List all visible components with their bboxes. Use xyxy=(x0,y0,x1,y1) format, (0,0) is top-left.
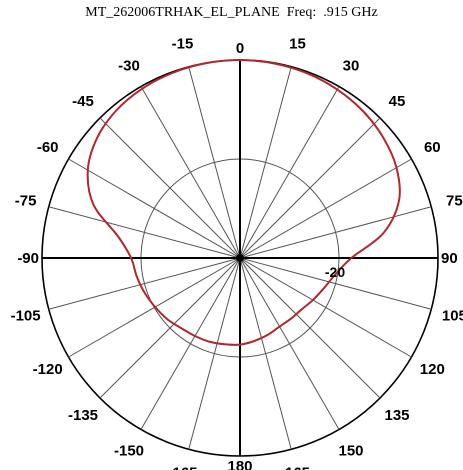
ring-labels: -20 xyxy=(325,264,345,280)
ring-label: -20 xyxy=(325,264,345,280)
grid-spoke xyxy=(239,117,381,259)
angle-label: -30 xyxy=(118,58,140,75)
grid-spoke xyxy=(239,257,432,310)
grid-spoke xyxy=(239,257,412,358)
angle-label: 90 xyxy=(441,250,458,267)
pattern-trace-group xyxy=(86,58,401,346)
angle-label: -45 xyxy=(72,93,94,110)
grid-spoke xyxy=(68,158,241,259)
grid-spoke xyxy=(99,257,241,399)
chart-title: MT_262006TRHAK_EL_PLANE Freq: .915 GHz xyxy=(85,5,378,20)
grid-spoke xyxy=(239,66,292,259)
grid-spoke xyxy=(48,257,241,310)
angle-label: -60 xyxy=(37,139,59,156)
angle-label: -15 xyxy=(172,36,194,53)
grid-spoke xyxy=(99,117,241,259)
angle-label: -105 xyxy=(11,308,41,325)
angle-label: -150 xyxy=(114,442,144,459)
angle-label: 0 xyxy=(236,40,244,57)
pattern-trace-0 xyxy=(86,58,401,346)
angle-labels: 0 15 30 45 60 75 90 105 120 135 150 165 180 -165 -150 -… xyxy=(11,36,463,470)
angle-label: 15 xyxy=(289,36,306,53)
grid-spoke xyxy=(239,86,340,259)
angle-label: 30 xyxy=(343,58,360,75)
grid-spoke xyxy=(48,206,241,259)
angle-label: 60 xyxy=(424,139,441,156)
main-axes xyxy=(42,60,438,456)
grid-spoke xyxy=(239,257,292,450)
angle-label: 135 xyxy=(384,407,409,424)
angle-label: 150 xyxy=(338,442,363,459)
angle-label: -75 xyxy=(15,193,37,210)
grid-spoke xyxy=(140,257,241,430)
grid-spoke xyxy=(239,206,432,259)
angle-label: 45 xyxy=(389,93,406,110)
angle-label: -135 xyxy=(68,407,98,424)
grid-spoke xyxy=(140,86,241,259)
angle-label: -165 xyxy=(167,464,197,470)
angle-label: 165 xyxy=(285,464,310,470)
angle-label: 75 xyxy=(446,193,463,210)
angle-label: 180 xyxy=(227,458,252,470)
grid-spoke xyxy=(188,257,241,450)
angle-label: 105 xyxy=(442,308,463,325)
grid-spoke xyxy=(239,257,381,399)
grid-spoke xyxy=(188,66,241,259)
grid-spoke xyxy=(239,257,340,430)
angle-label: -90 xyxy=(17,250,39,267)
angle-label: -120 xyxy=(33,361,63,378)
grid-spoke xyxy=(239,158,412,259)
center-dot xyxy=(236,254,244,262)
angle-label: 120 xyxy=(420,361,445,378)
